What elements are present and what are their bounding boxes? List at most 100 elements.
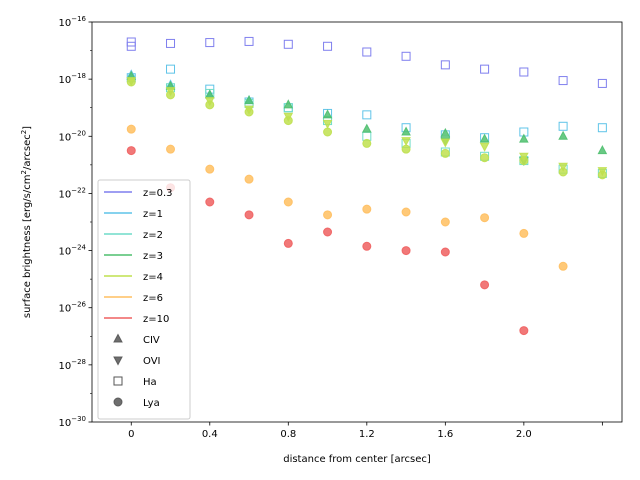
- legend-label: Ha: [143, 377, 157, 388]
- data-point: [597, 123, 607, 133]
- data-point: [480, 64, 490, 74]
- y-tick-label-base: 10: [58, 247, 71, 258]
- data-point: [519, 67, 529, 77]
- x-axis: 0 0.4 0.8 1.2 1.6 2.0: [128, 422, 603, 440]
- data-point: [126, 124, 136, 134]
- y-tick-label: 10−18: [58, 72, 86, 86]
- data-point: [244, 95, 254, 105]
- data-point: [558, 121, 568, 131]
- legend-label: CIV: [143, 335, 160, 346]
- data-point: [283, 197, 293, 207]
- data-point: [480, 213, 490, 223]
- y-tick-label: 10−24: [58, 244, 86, 258]
- data-marks: [126, 36, 608, 336]
- y-tick-label-exponent: −28: [71, 358, 86, 366]
- data-point: [519, 152, 529, 162]
- data-point: [323, 227, 333, 237]
- data-point: [204, 97, 215, 107]
- x-tick-label: 1.6: [437, 429, 453, 440]
- x-tick-label: 2.0: [516, 429, 532, 440]
- data-point: [479, 133, 490, 143]
- y-tick-label-base: 10: [58, 361, 71, 372]
- data-point: [205, 38, 215, 48]
- data-point: [244, 210, 254, 220]
- y-tick-label: 10−22: [58, 186, 86, 200]
- legend-label: OVI: [143, 356, 161, 367]
- data-point: [166, 38, 176, 48]
- series-z-4-lya: [126, 77, 607, 180]
- data-point: [519, 326, 529, 336]
- legend: z=0.3 z=1 z=2 z=3 z=4 z=6 z=10 CIV OVI Ha Lya: [97, 179, 191, 420]
- data-point: [362, 110, 372, 120]
- y-axis-title-main: surface brightness [erg/s/cm: [22, 175, 33, 319]
- y-tick-label-base: 10: [58, 418, 71, 429]
- data-point: [166, 64, 176, 74]
- data-point: [479, 142, 490, 152]
- data-point: [126, 146, 136, 156]
- data-point: [597, 167, 608, 177]
- data-point: [361, 123, 372, 133]
- legend-marker: [113, 397, 123, 407]
- data-point: [440, 148, 450, 158]
- x-tick-label: 0: [128, 429, 134, 440]
- data-point: [323, 127, 333, 137]
- data-point: [283, 99, 294, 109]
- data-point: [440, 217, 450, 227]
- legend-label: z=4: [143, 272, 163, 283]
- data-point: [597, 145, 608, 155]
- x-tick-label: 0.4: [202, 429, 218, 440]
- legend-label: z=6: [143, 293, 163, 304]
- data-point: [323, 41, 333, 51]
- y-tick-label-base: 10: [58, 189, 71, 200]
- data-point: [558, 162, 568, 172]
- y-tick-label-exponent: −16: [71, 15, 86, 23]
- y-axis-title: surface brightness [erg/s/cm2/arcsec2]: [20, 126, 33, 318]
- data-point: [401, 51, 411, 61]
- data-point: [283, 39, 293, 49]
- y-axis-title-sup2: 2: [20, 130, 28, 134]
- data-point: [205, 197, 215, 207]
- series-z-0-3-ha: [126, 36, 607, 88]
- data-point: [480, 280, 490, 290]
- data-point: [401, 246, 411, 256]
- data-point: [283, 112, 294, 122]
- data-point: [166, 144, 176, 154]
- y-tick-label-exponent: −18: [71, 72, 86, 80]
- y-axis-title-mid: /arcsec: [22, 134, 33, 170]
- y-tick-label-exponent: −26: [71, 301, 86, 309]
- y-tick-label-base: 10: [58, 304, 71, 315]
- data-point: [322, 109, 333, 119]
- data-point: [362, 138, 372, 148]
- data-point: [244, 36, 254, 46]
- data-point: [480, 153, 490, 163]
- legend-label: Lya: [143, 398, 160, 409]
- data-point: [519, 228, 529, 238]
- series-z-3-civ: [126, 70, 608, 155]
- data-point: [558, 261, 568, 271]
- legend-label: z=0.3: [143, 188, 173, 199]
- data-point: [323, 210, 333, 220]
- y-tick-label: 10−26: [58, 301, 86, 315]
- data-point: [401, 207, 411, 217]
- data-point: [401, 126, 411, 136]
- x-axis-title: distance from center [arcsec]: [283, 454, 431, 465]
- y-tick-label: 10−28: [58, 358, 86, 372]
- data-point: [440, 247, 450, 257]
- data-point: [440, 138, 451, 148]
- data-point: [126, 77, 137, 87]
- y-tick-label-base: 10: [58, 75, 71, 86]
- data-point: [558, 76, 568, 86]
- legend-label: z=2: [143, 230, 163, 241]
- legend-label: z=1: [143, 209, 163, 220]
- y-tick-label-exponent: −30: [71, 415, 86, 423]
- series-z-10-lya: [126, 146, 529, 336]
- data-point: [244, 174, 254, 184]
- data-point: [519, 133, 529, 143]
- data-point: [440, 60, 450, 70]
- y-tick-label-base: 10: [58, 18, 71, 29]
- legend-marker: [113, 376, 123, 386]
- series-z-4-ovi: [126, 77, 608, 177]
- y-tick-label: 10−16: [58, 15, 86, 29]
